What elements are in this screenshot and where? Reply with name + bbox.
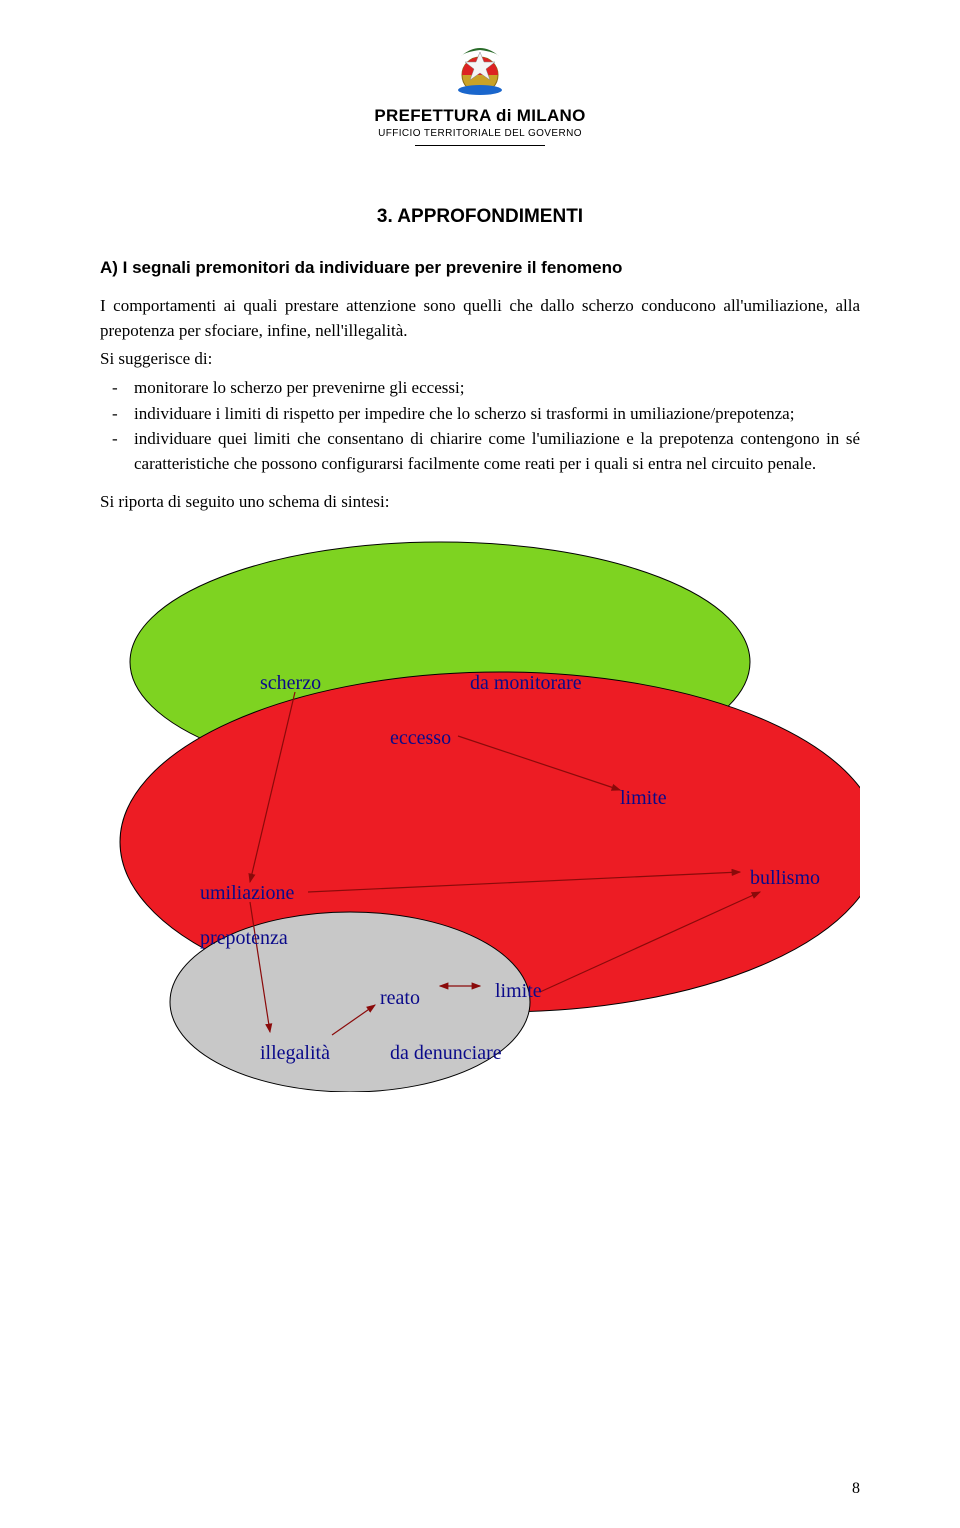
list-intro: Si suggerisce di: — [100, 347, 860, 372]
subheading-a: A) I segnali premonitori da individuare … — [100, 258, 860, 278]
diagram-label-reato: reato — [380, 987, 420, 1010]
emblem-icon — [445, 30, 515, 100]
diagram-label-eccesso: eccesso — [390, 727, 451, 750]
suggestion-list: monitorare lo scherzo per prevenirne gli… — [100, 376, 860, 477]
section-title: 3. APPROFONDIMENTI — [100, 206, 860, 228]
org-subtitle: UFFICIO TERRITORIALE DEL GOVERNO — [100, 128, 860, 139]
synthesis-diagram: scherzo da monitorare eccesso limite umiliaz… — [100, 532, 860, 1092]
diagram-label-da_denunciare: da denunciare — [390, 1042, 502, 1065]
list-item: individuare quei limiti che consentano d… — [134, 427, 860, 476]
list-item: individuare i limiti di rispetto per imp… — [134, 402, 860, 427]
list-item: monitorare lo scherzo per prevenirne gli… — [134, 376, 860, 401]
diagram-label-prepotenza: prepotenza — [200, 927, 288, 950]
diagram-label-limite2: limite — [495, 980, 542, 1003]
page-number: 8 — [852, 1480, 860, 1498]
diagram-label-umiliazione: umiliazione — [200, 882, 294, 905]
org-title: PREFETTURA di MILANO — [100, 106, 860, 126]
diagram-label-limite1: limite — [620, 787, 667, 810]
diagram-label-scherzo: scherzo — [260, 672, 321, 695]
diagram-label-bullismo: bullismo — [750, 867, 820, 890]
diagram-svg — [100, 532, 860, 1092]
paragraph-intro: I comportamenti ai quali prestare attenz… — [100, 294, 860, 343]
schema-caption: Si riporta di seguito uno schema di sint… — [100, 492, 860, 512]
diagram-label-illegalita: illegalità — [260, 1042, 330, 1065]
document-header: PREFETTURA di MILANO UFFICIO TERRITORIAL… — [100, 30, 860, 146]
diagram-label-da_monitorare: da monitorare — [470, 672, 582, 695]
header-divider — [415, 145, 545, 146]
